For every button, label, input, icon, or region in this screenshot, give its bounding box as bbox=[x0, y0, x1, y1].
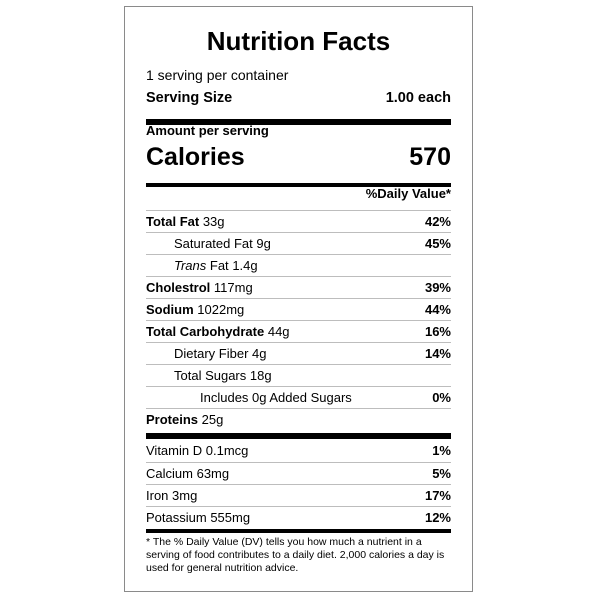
nutrient-name: Total Carbohydrate bbox=[146, 324, 265, 339]
nutrient-name: Cholestrol bbox=[146, 280, 211, 295]
nutrient-row-saturated-fat: Saturated Fat 9g 45% bbox=[146, 232, 451, 254]
vitamin-dv: 1% bbox=[432, 443, 451, 458]
nutrient-dv: 16% bbox=[424, 324, 451, 339]
nutrient-amount: 33g bbox=[202, 214, 225, 229]
vitamin-row-potassium: Potassium 555mg 12% bbox=[146, 506, 451, 528]
nutrient-row-cholestrol: Cholestrol 117mg 39% bbox=[146, 276, 451, 298]
serving-size-value: 1.00 each bbox=[385, 90, 451, 106]
nutrient-amount: 1.4g bbox=[232, 258, 258, 273]
vitamin-amount: 0.1mcg bbox=[205, 443, 249, 458]
divider-thick bbox=[146, 433, 451, 439]
vitamin-amount: 3mg bbox=[172, 488, 198, 503]
nutrient-amount: 18g bbox=[249, 368, 272, 383]
nutrient-row-added-sugars: Includes 0g Added Sugars 0% bbox=[146, 386, 451, 408]
nutrient-row-total-fat: Total Fat 33g 42% bbox=[146, 210, 451, 232]
nutrient-name: Saturated Fat bbox=[174, 236, 253, 251]
vitamin-name: Calcium bbox=[146, 466, 193, 481]
nutrient-amount: 1022mg bbox=[197, 302, 245, 317]
nutrient-dv: 42% bbox=[424, 214, 451, 229]
nutrient-dv: 14% bbox=[424, 346, 451, 361]
nutrient-row-trans-fat: Trans Fat 1.4g bbox=[146, 254, 451, 276]
amount-per-serving: Amount per serving bbox=[146, 123, 269, 138]
vitamin-dv: 17% bbox=[424, 488, 451, 503]
label-title: Nutrition Facts bbox=[206, 26, 391, 56]
divider-medium bbox=[146, 529, 451, 533]
nutrient-name: Includes 0g Added Sugars bbox=[200, 390, 352, 405]
daily-value-header: %Daily Value* bbox=[365, 186, 451, 201]
nutrient-dv: 44% bbox=[424, 302, 451, 317]
nutrient-name: Fat bbox=[209, 258, 229, 273]
nutrient-amount: 117mg bbox=[213, 280, 253, 295]
vitamin-amount: 555mg bbox=[210, 510, 251, 525]
servings-per-container: 1 serving per container bbox=[146, 67, 289, 83]
vitamin-name: Potassium bbox=[146, 510, 207, 525]
nutrient-amount: 44g bbox=[267, 324, 290, 339]
nutrient-dv: 45% bbox=[424, 236, 451, 251]
nutrient-row-total-carbohydrate: Total Carbohydrate 44g 16% bbox=[146, 320, 451, 342]
serving-size-row: Serving Size 1.00 each bbox=[146, 89, 451, 107]
nutrient-name: Total Sugars bbox=[174, 368, 247, 383]
nutrient-row-dietary-fiber: Dietary Fiber 4g 14% bbox=[146, 342, 451, 364]
nutrient-row-proteins: Proteins 25g bbox=[146, 408, 451, 430]
calories-row: Calories 570 bbox=[146, 142, 451, 172]
nutrient-amount: 4g bbox=[252, 346, 267, 361]
nutrient-row-total-sugars: Total Sugars 18g bbox=[146, 364, 451, 386]
vitamin-row-iron: Iron 3mg 17% bbox=[146, 484, 451, 506]
vitamin-amount: 63mg bbox=[196, 466, 230, 481]
vitamin-row-vitamin-d: Vitamin D 0.1mcg 1% bbox=[146, 440, 451, 462]
serving-size-label: Serving Size bbox=[146, 90, 233, 106]
nutrient-dv: 0% bbox=[432, 390, 451, 405]
nutrient-name: Proteins bbox=[146, 412, 199, 427]
daily-value-footnote: * The % Daily Value (DV) tells you how m… bbox=[146, 536, 445, 574]
nutrient-dv: 39% bbox=[424, 280, 451, 295]
nutrition-facts-label: Nutrition Facts 1 serving per container … bbox=[124, 6, 473, 592]
calories-label: Calories bbox=[146, 143, 245, 171]
nutrient-name: Dietary Fiber bbox=[174, 346, 249, 361]
vitamin-dv: 5% bbox=[432, 466, 451, 481]
nutrient-name: Sodium bbox=[146, 302, 194, 317]
calories-value: 570 bbox=[409, 143, 451, 171]
nutrient-amount: 25g bbox=[201, 412, 224, 427]
divider-thick bbox=[146, 119, 451, 125]
nutrient-name: Total Fat bbox=[146, 214, 200, 229]
vitamin-name: Iron bbox=[146, 488, 169, 503]
nutrient-row-sodium: Sodium 1022mg 44% bbox=[146, 298, 451, 320]
nutrient-name-italic: Trans bbox=[174, 258, 207, 273]
vitamin-dv: 12% bbox=[424, 510, 451, 525]
vitamin-row-calcium: Calcium 63mg 5% bbox=[146, 462, 451, 484]
divider-medium bbox=[146, 183, 451, 187]
vitamin-name: Vitamin D bbox=[146, 443, 203, 458]
nutrient-amount: 9g bbox=[256, 236, 271, 251]
